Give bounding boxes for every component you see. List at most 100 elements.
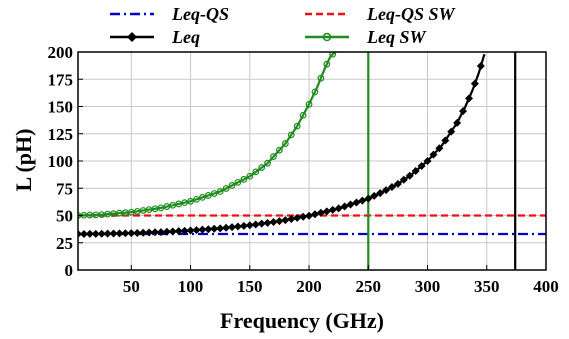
plot-area — [78, 52, 546, 270]
legend-marker — [127, 32, 137, 42]
legend-entry: Leq SW — [305, 27, 427, 47]
data-point — [151, 228, 160, 237]
data-point — [382, 186, 391, 195]
data-point — [198, 225, 207, 234]
data-point — [417, 162, 426, 171]
data-point — [103, 229, 112, 238]
data-point — [447, 127, 456, 136]
data-point — [441, 136, 450, 145]
data-point — [257, 219, 266, 228]
legend-label: Leq SW — [366, 27, 427, 47]
data-point — [245, 221, 254, 230]
x-axis-title: Frequency (GHz) — [220, 308, 384, 333]
x-tick-label: 100 — [178, 277, 204, 296]
data-point — [193, 195, 200, 203]
data-point — [186, 226, 195, 235]
data-point — [453, 118, 462, 127]
data-point — [470, 79, 479, 88]
data-point — [329, 52, 337, 58]
data-point — [187, 197, 194, 205]
data-point — [162, 227, 171, 236]
data-point — [234, 178, 242, 186]
data-point — [222, 185, 230, 192]
y-axis-title: L (pH) — [11, 129, 36, 192]
data-point — [459, 107, 468, 116]
y-tick-label: 150 — [48, 98, 74, 117]
data-point — [464, 94, 473, 103]
x-tick-label: 200 — [296, 277, 322, 296]
data-point — [275, 217, 284, 226]
data-point — [127, 229, 136, 238]
data-point — [399, 175, 408, 184]
data-point — [316, 208, 325, 217]
data-point — [133, 228, 142, 237]
data-point — [476, 61, 485, 70]
data-point — [317, 74, 325, 82]
data-point — [323, 60, 331, 68]
data-point — [192, 226, 201, 235]
y-tick-label: 50 — [56, 207, 73, 226]
data-point — [222, 223, 231, 232]
data-point — [258, 164, 266, 171]
data-point — [263, 218, 272, 227]
data-point — [405, 171, 414, 180]
data-point — [180, 226, 189, 235]
x-axis: 50 100 150 200 250 300 350 400 — [123, 265, 559, 296]
data-point — [239, 221, 248, 230]
data-point — [311, 88, 319, 96]
data-point — [270, 153, 277, 161]
data-point — [305, 211, 314, 220]
x-tick-label: 300 — [415, 277, 441, 296]
data-point — [115, 229, 124, 238]
data-point — [364, 194, 373, 203]
data-point — [216, 188, 224, 195]
data-point — [393, 179, 402, 188]
data-point — [281, 140, 289, 147]
data-point — [293, 122, 301, 130]
data-point — [204, 225, 213, 234]
data-point — [293, 213, 302, 222]
data-point — [411, 167, 420, 176]
x-tick-label: 250 — [356, 277, 382, 296]
data-point — [322, 207, 331, 216]
data-point — [310, 210, 319, 219]
data-point — [228, 182, 236, 189]
y-tick-label: 125 — [48, 125, 74, 144]
data-point — [370, 191, 379, 200]
x-tick-label: 350 — [474, 277, 500, 296]
data-point — [199, 194, 206, 201]
data-point — [281, 216, 290, 225]
data-point — [233, 222, 242, 231]
legend: Leq-QS Leq-QS SW Leq Leq SW — [110, 4, 456, 47]
data-point — [145, 228, 154, 237]
data-point — [216, 224, 225, 233]
data-point — [435, 144, 444, 153]
x-tick-label: 150 — [237, 277, 263, 296]
data-point — [287, 131, 295, 139]
data-point — [429, 150, 438, 159]
legend-entry: Leq — [110, 27, 200, 47]
legend-label: Leq-QS SW — [366, 4, 456, 24]
data-point — [168, 227, 177, 236]
data-point — [251, 220, 260, 229]
data-point — [174, 227, 183, 236]
data-point — [305, 100, 313, 108]
data-point — [210, 224, 219, 233]
data-point — [423, 157, 432, 165]
data-point — [210, 190, 218, 197]
data-point — [156, 228, 165, 237]
data-point — [269, 217, 278, 226]
data-point — [299, 111, 307, 119]
legend-label: Leq-QS — [171, 4, 229, 24]
y-tick-label: 200 — [48, 43, 74, 62]
y-tick-label: 0 — [65, 261, 74, 280]
data-point — [204, 192, 212, 199]
data-point — [121, 229, 130, 238]
data-point — [287, 214, 296, 223]
x-tick-label: 400 — [533, 277, 559, 296]
data-point — [387, 183, 396, 192]
y-tick-label: 25 — [56, 234, 73, 253]
legend-label: Leq — [171, 27, 200, 47]
y-tick-label: 75 — [56, 179, 73, 198]
